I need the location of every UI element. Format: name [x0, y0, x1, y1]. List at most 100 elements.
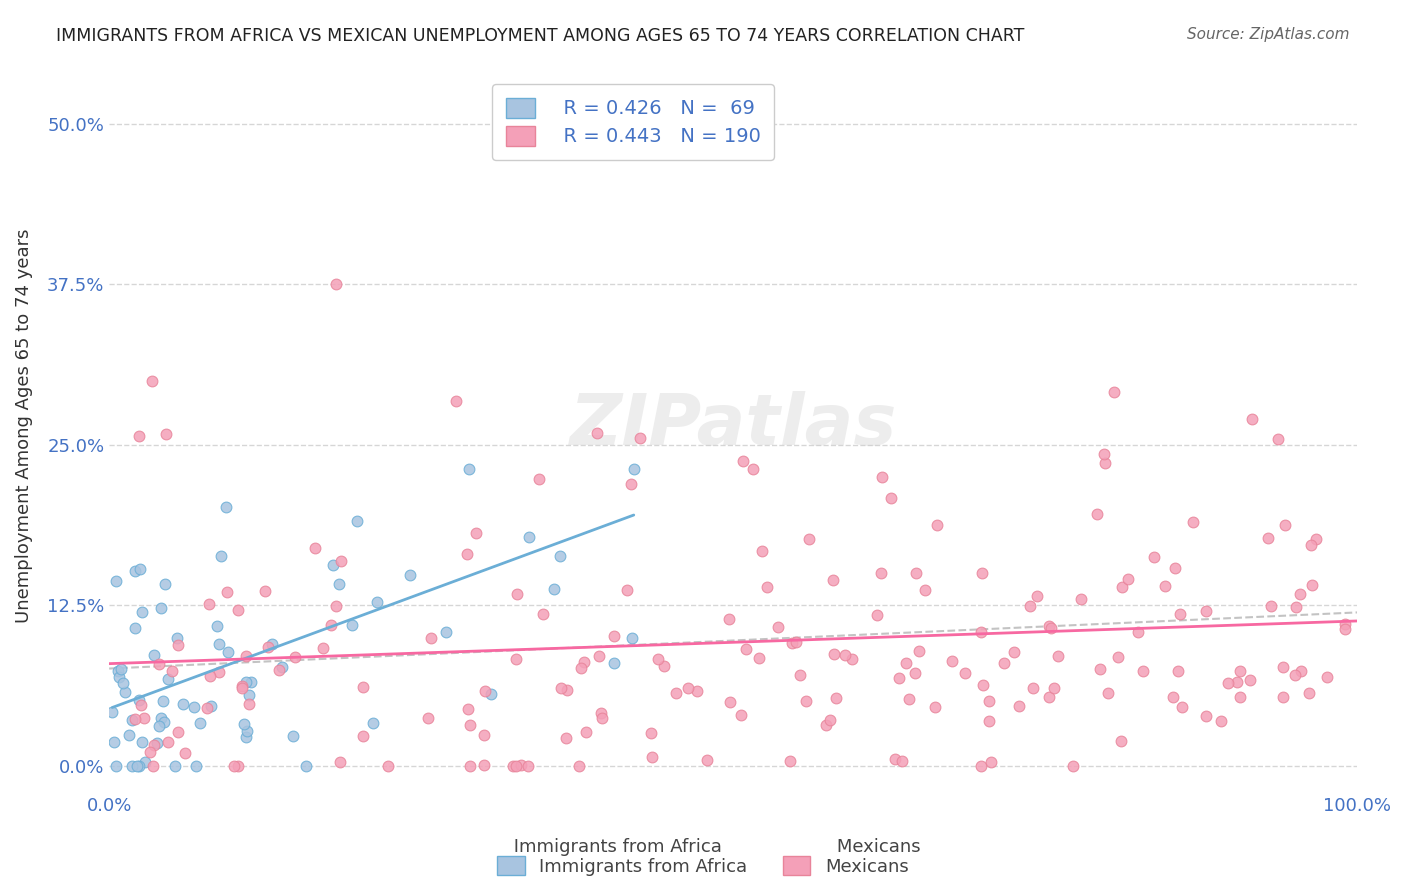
- Point: [166, 631, 188, 645]
- Point: [825, 691, 848, 706]
- Point: [155, 427, 177, 442]
- Point: [121, 713, 143, 727]
- Point: [927, 517, 949, 532]
- Point: [235, 675, 257, 690]
- Point: [295, 759, 318, 773]
- Point: [1002, 645, 1025, 659]
- Point: [152, 714, 174, 729]
- Point: [474, 684, 496, 698]
- Point: [352, 729, 374, 743]
- Point: [1111, 580, 1133, 594]
- Point: [1097, 686, 1119, 700]
- Point: [616, 583, 638, 598]
- Point: [823, 647, 845, 661]
- Point: [972, 566, 994, 580]
- Point: [142, 759, 165, 773]
- Point: [458, 759, 481, 773]
- Point: [872, 469, 894, 483]
- Point: [1211, 714, 1233, 728]
- Point: [1289, 665, 1312, 679]
- Point: [141, 374, 163, 388]
- Point: [970, 759, 993, 773]
- Point: [472, 758, 495, 772]
- Point: [149, 711, 172, 725]
- Point: [883, 752, 905, 766]
- Point: [696, 140, 718, 154]
- Point: [184, 759, 207, 773]
- Point: [814, 718, 837, 732]
- Point: [105, 574, 128, 588]
- Point: [1285, 599, 1308, 614]
- Point: [145, 736, 167, 750]
- Point: [696, 753, 718, 767]
- Point: [993, 656, 1015, 670]
- Point: [217, 645, 239, 659]
- Point: [1272, 659, 1295, 673]
- Point: [110, 662, 132, 676]
- Point: [1046, 649, 1069, 664]
- Point: [479, 687, 502, 701]
- Text: IMMIGRANTS FROM AFRICA VS MEXICAN UNEMPLOYMENT AMONG AGES 65 TO 74 YEARS CORRELA: IMMIGRANTS FROM AFRICA VS MEXICAN UNEMPL…: [56, 27, 1025, 45]
- Point: [131, 605, 153, 619]
- Point: [603, 629, 626, 643]
- Point: [1257, 531, 1279, 545]
- Point: [1094, 456, 1116, 470]
- Point: [239, 674, 262, 689]
- Point: [870, 566, 893, 581]
- Point: [139, 745, 162, 759]
- Point: [464, 525, 486, 540]
- Legend:   R = 0.426   N =  69,   R = 0.443   N = 190: R = 0.426 N = 69, R = 0.443 N = 190: [492, 84, 775, 160]
- Point: [127, 759, 149, 773]
- Point: [319, 617, 342, 632]
- Text: Source: ZipAtlas.com: Source: ZipAtlas.com: [1187, 27, 1350, 42]
- Point: [1085, 507, 1108, 521]
- Point: [665, 686, 688, 700]
- Point: [231, 681, 253, 695]
- Point: [972, 678, 994, 692]
- Point: [215, 500, 238, 514]
- Point: [325, 277, 347, 291]
- Point: [270, 660, 292, 674]
- Point: [165, 759, 187, 773]
- Point: [226, 759, 249, 773]
- Point: [329, 755, 352, 769]
- Point: [908, 644, 931, 658]
- Point: [416, 710, 439, 724]
- Point: [198, 669, 221, 683]
- Point: [1284, 667, 1306, 681]
- Point: [1194, 709, 1216, 723]
- Point: [623, 462, 645, 476]
- Point: [128, 693, 150, 707]
- Point: [898, 692, 921, 706]
- Point: [172, 697, 194, 711]
- Point: [896, 656, 918, 670]
- Point: [586, 425, 609, 440]
- Point: [1305, 533, 1327, 547]
- Point: [1289, 587, 1312, 601]
- Point: [195, 701, 218, 715]
- Point: [755, 580, 778, 594]
- Point: [789, 668, 811, 682]
- Point: [1171, 699, 1194, 714]
- Point: [527, 472, 550, 486]
- Point: [1168, 607, 1191, 621]
- Point: [543, 582, 565, 596]
- Point: [517, 530, 540, 544]
- Point: [1111, 734, 1133, 748]
- Point: [506, 587, 529, 601]
- Point: [340, 617, 363, 632]
- Point: [1070, 591, 1092, 606]
- Point: [717, 612, 740, 626]
- Point: [550, 681, 572, 695]
- Point: [160, 664, 183, 678]
- Point: [124, 712, 146, 726]
- Point: [304, 541, 326, 556]
- Point: [207, 618, 229, 632]
- Point: [1007, 699, 1029, 714]
- Point: [1143, 550, 1166, 565]
- Point: [548, 549, 571, 563]
- Point: [152, 694, 174, 708]
- Point: [891, 754, 914, 768]
- Point: [121, 759, 143, 773]
- Point: [183, 700, 205, 714]
